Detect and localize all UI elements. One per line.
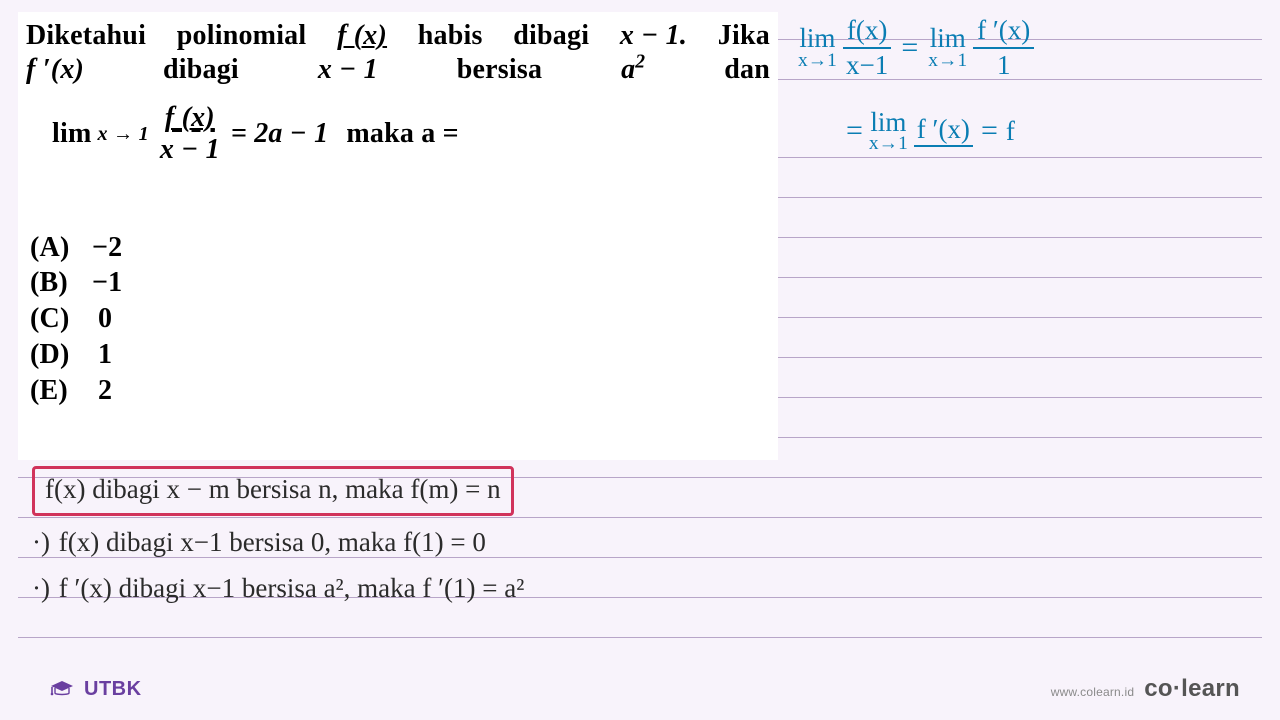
x-minus-1: x − 1 [318,52,378,88]
page-root: Diketahui polinomial f (x) habis dibagi … [0,0,1280,720]
lim: lim x→1 [928,24,967,71]
frac-fx-over-xm1: f(x) x−1 [843,16,891,80]
derivation-line-2: = lim x→1 f ′(x) = f [846,108,1258,155]
utbk-label: UTBK [84,678,142,701]
fraction: f (x) x − 1 [160,104,220,164]
word: bersisa [457,52,542,88]
graduation-cap-icon [50,680,74,698]
colearn-brand: www.colearn.id co·learn [1051,675,1240,703]
lhopital-derivation: lim x→1 f(x) x−1 = lim x→1 f ′(x) 1 = li… [798,16,1258,154]
problem-panel: Diketahui polinomial f (x) habis dibagi … [18,12,778,460]
word: Diketahui [26,18,146,54]
bullet-icon: ·) [32,569,52,608]
utbk-badge: UTBK [50,678,142,701]
word: dan [724,52,770,88]
brand-logo: co·learn [1144,675,1240,703]
equals: = [901,33,918,63]
apply-rule-f: ·) f(x) dibagi x−1 bersisa 0, maka f(1) … [32,523,932,562]
word: dibagi [513,18,589,54]
rule-text: f(x) dibagi x − m bersisa n, maka f(m) =… [45,474,501,504]
equals-2a-minus-1: = 2a − 1 [231,116,329,152]
problem-text: Diketahui polinomial f (x) habis dibagi … [26,18,770,409]
lim-word: lim [52,116,91,152]
x-minus-1: x − 1. [620,18,687,54]
lim: lim x→1 [798,24,837,71]
maka-a: maka a = [346,116,458,152]
site-url: www.colearn.id [1051,685,1135,699]
answer-options: (A)−2 (B)−1 (C)0 (D)1 (E)2 [30,230,770,409]
limit-expression: limx → 1 f (x) x − 1 = 2a − 1 maka a = [52,104,770,164]
remainder-rule-box: f(x) dibagi x − m bersisa n, maka f(m) =… [32,466,514,516]
frac-numerator: f (x) [161,104,219,134]
f-prime-x: f ′(x) [26,52,84,88]
fprime-x: f ′(x) [914,116,973,147]
frac-fprime-over-1: f ′(x) 1 [973,16,1034,80]
apply-rule-fprime: ·) f ′(x) dibagi x−1 bersisa a², maka f … [32,569,932,608]
a-squared: a2 [621,52,645,88]
word: Jika [718,18,770,54]
rhs-f: f [1006,118,1015,145]
bullet-icon: ·) [32,523,52,562]
footer: UTBK www.colearn.id co·learn [0,664,1280,720]
option-a: (A)−2 [30,230,770,266]
option-c: (C)0 [30,301,770,337]
frac-denominator: x − 1 [160,134,220,164]
word: habis [418,18,483,54]
remainder-theorem-notes: f(x) dibagi x − m bersisa n, maka f(m) =… [32,466,932,608]
word: polinomial [177,18,307,54]
lim: lim x→1 [869,108,908,155]
option-d: (D)1 [30,337,770,373]
fx-underlined: f (x) [337,18,387,54]
equals: = [846,116,863,146]
equals: = [981,116,998,146]
option-b: (B)−1 [30,265,770,301]
word: dibagi [163,52,239,88]
option-e: (E)2 [30,373,770,409]
derivation-line-1: lim x→1 f(x) x−1 = lim x→1 f ′(x) 1 [798,16,1258,80]
